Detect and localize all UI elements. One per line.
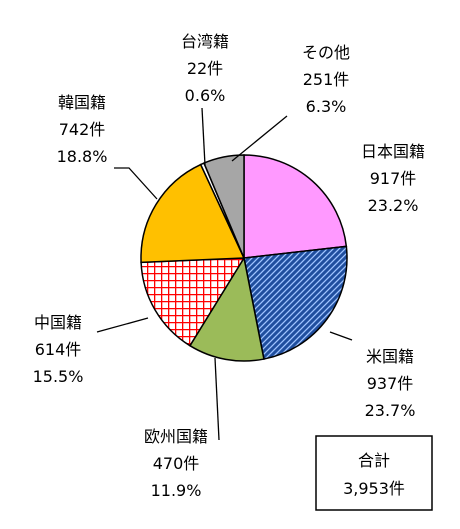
slice-count-taiwan: 22件 [187,59,223,78]
slice-percent-china: 15.5% [33,367,84,386]
total-value: 3,953件 [343,479,405,498]
leader-line-korea [114,167,158,200]
pie-slice-japan [243,154,348,259]
leader-line-europe [214,357,220,441]
slice-label-taiwan: 台湾籍 22件 0.6% [181,32,229,105]
total-box: 合計 3,953件 [315,435,433,511]
slice-percent-other: 6.3% [306,97,347,116]
slice-count-us: 937件 [367,374,414,393]
slice-label-other: その他 251件 6.3% [302,43,350,116]
pie-slice-korea [140,163,246,264]
leader-line-us [329,331,353,341]
slice-name-us: 米国籍 [366,347,414,366]
slice-percent-taiwan: 0.6% [185,86,226,105]
slice-name-japan: 日本国籍 [361,142,425,161]
leader-line-other [231,115,288,162]
slice-name-europe: 欧州国籍 [144,427,208,446]
pie-slice-other [203,154,245,259]
total-box-border [315,435,433,511]
slice-count-europe: 470件 [153,454,200,473]
slice-name-korea: 韓国籍 [58,93,106,112]
slice-percent-japan: 23.2% [368,196,419,215]
pie-slice-europe [188,255,265,362]
slice-label-china: 中国籍 614件 15.5% [33,313,84,386]
slice-percent-us: 23.7% [365,401,416,420]
slice-label-europe: 欧州国籍 470件 11.9% [144,427,208,500]
slice-label-korea: 韓国籍 742件 18.8% [57,93,108,166]
slice-percent-korea: 18.8% [57,147,108,166]
slice-name-china: 中国籍 [34,313,82,332]
pie-slice-china [140,257,246,347]
slice-count-korea: 742件 [59,120,106,139]
slice-label-japan: 日本国籍 917件 23.2% [361,142,425,215]
pie-slice-us [243,245,348,360]
slice-count-other: 251件 [303,70,350,89]
slice-name-other: その他 [302,43,350,62]
slice-label-us: 米国籍 937件 23.7% [365,347,416,420]
leader-line-taiwan [201,107,206,166]
slice-count-china: 614件 [35,340,82,359]
slice-count-japan: 917件 [370,169,417,188]
leader-line-china [96,317,149,333]
slice-name-taiwan: 台湾籍 [181,32,229,51]
total-label: 合計 [358,451,390,470]
slice-percent-europe: 11.9% [151,481,202,500]
